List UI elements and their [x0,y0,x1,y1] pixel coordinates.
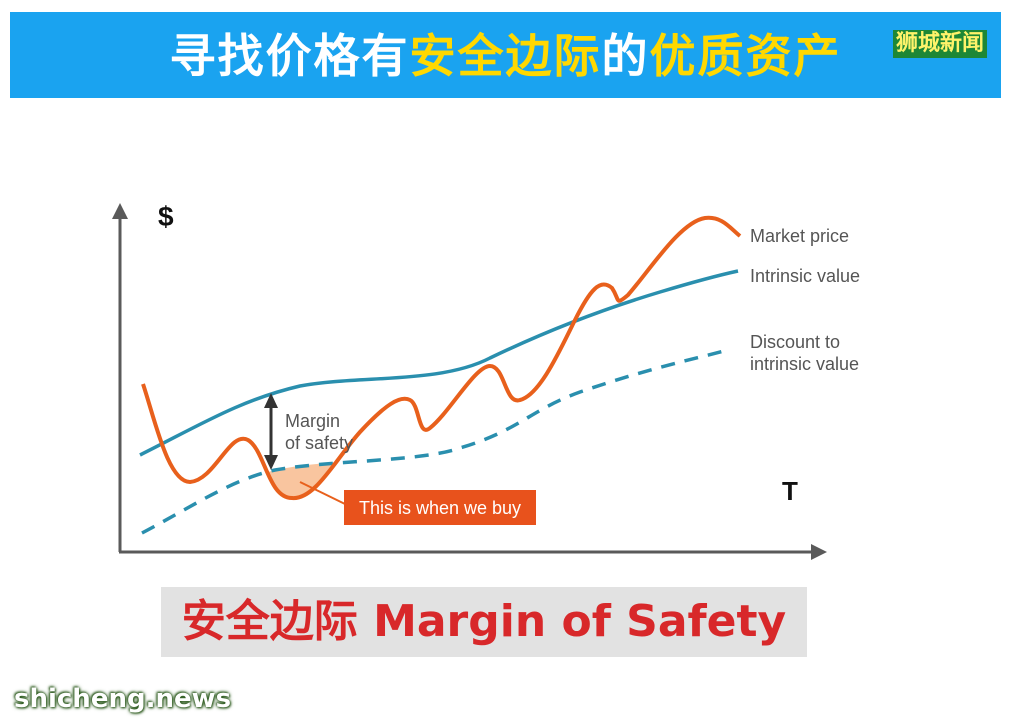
title-banner: 寻找价格有安全边际的优质资产 狮城新闻 [10,12,1001,98]
watermark-logo: 狮城新闻 [892,30,987,58]
buy-callout-text: This is when we buy [359,498,521,518]
banner-title-part2: 安全边际 [409,29,602,83]
site-watermark: shicheng.news [14,684,232,714]
buy-callout-box [344,490,536,525]
margin-label-line2: of safety [285,433,353,453]
x-axis-arrow-icon [811,544,827,560]
banner-title-part3: 的 [601,29,650,83]
buy-pointer-line [299,481,346,505]
margin-arrow-up-icon [264,393,278,408]
y-axis-label: $ [158,201,174,232]
buy-zone-shading [268,462,338,498]
caption-box: 安全边际 Margin of Safety [161,587,807,657]
banner-title: 寻找价格有安全边际的优质资产 [10,26,1001,86]
label-discount-line1: Discount to [750,332,840,352]
label-discount-line2: intrinsic value [750,354,859,374]
label-market-price: Market price [750,226,849,246]
label-intrinsic-value: Intrinsic value [750,266,860,286]
x-axis-label: T [782,476,798,506]
caption-text: 安全边际 Margin of Safety [181,596,787,647]
series-line-market [141,215,742,501]
banner-title-part1: 寻找价格有 [169,29,410,83]
banner-title-part4: 优质资产 [649,29,842,83]
series-line-intrinsic [139,269,739,457]
series-line-discount [141,348,729,535]
y-axis-arrow-icon [112,203,128,219]
margin-arrow-down-icon [264,455,278,470]
margin-label-line1: Margin [285,411,340,431]
